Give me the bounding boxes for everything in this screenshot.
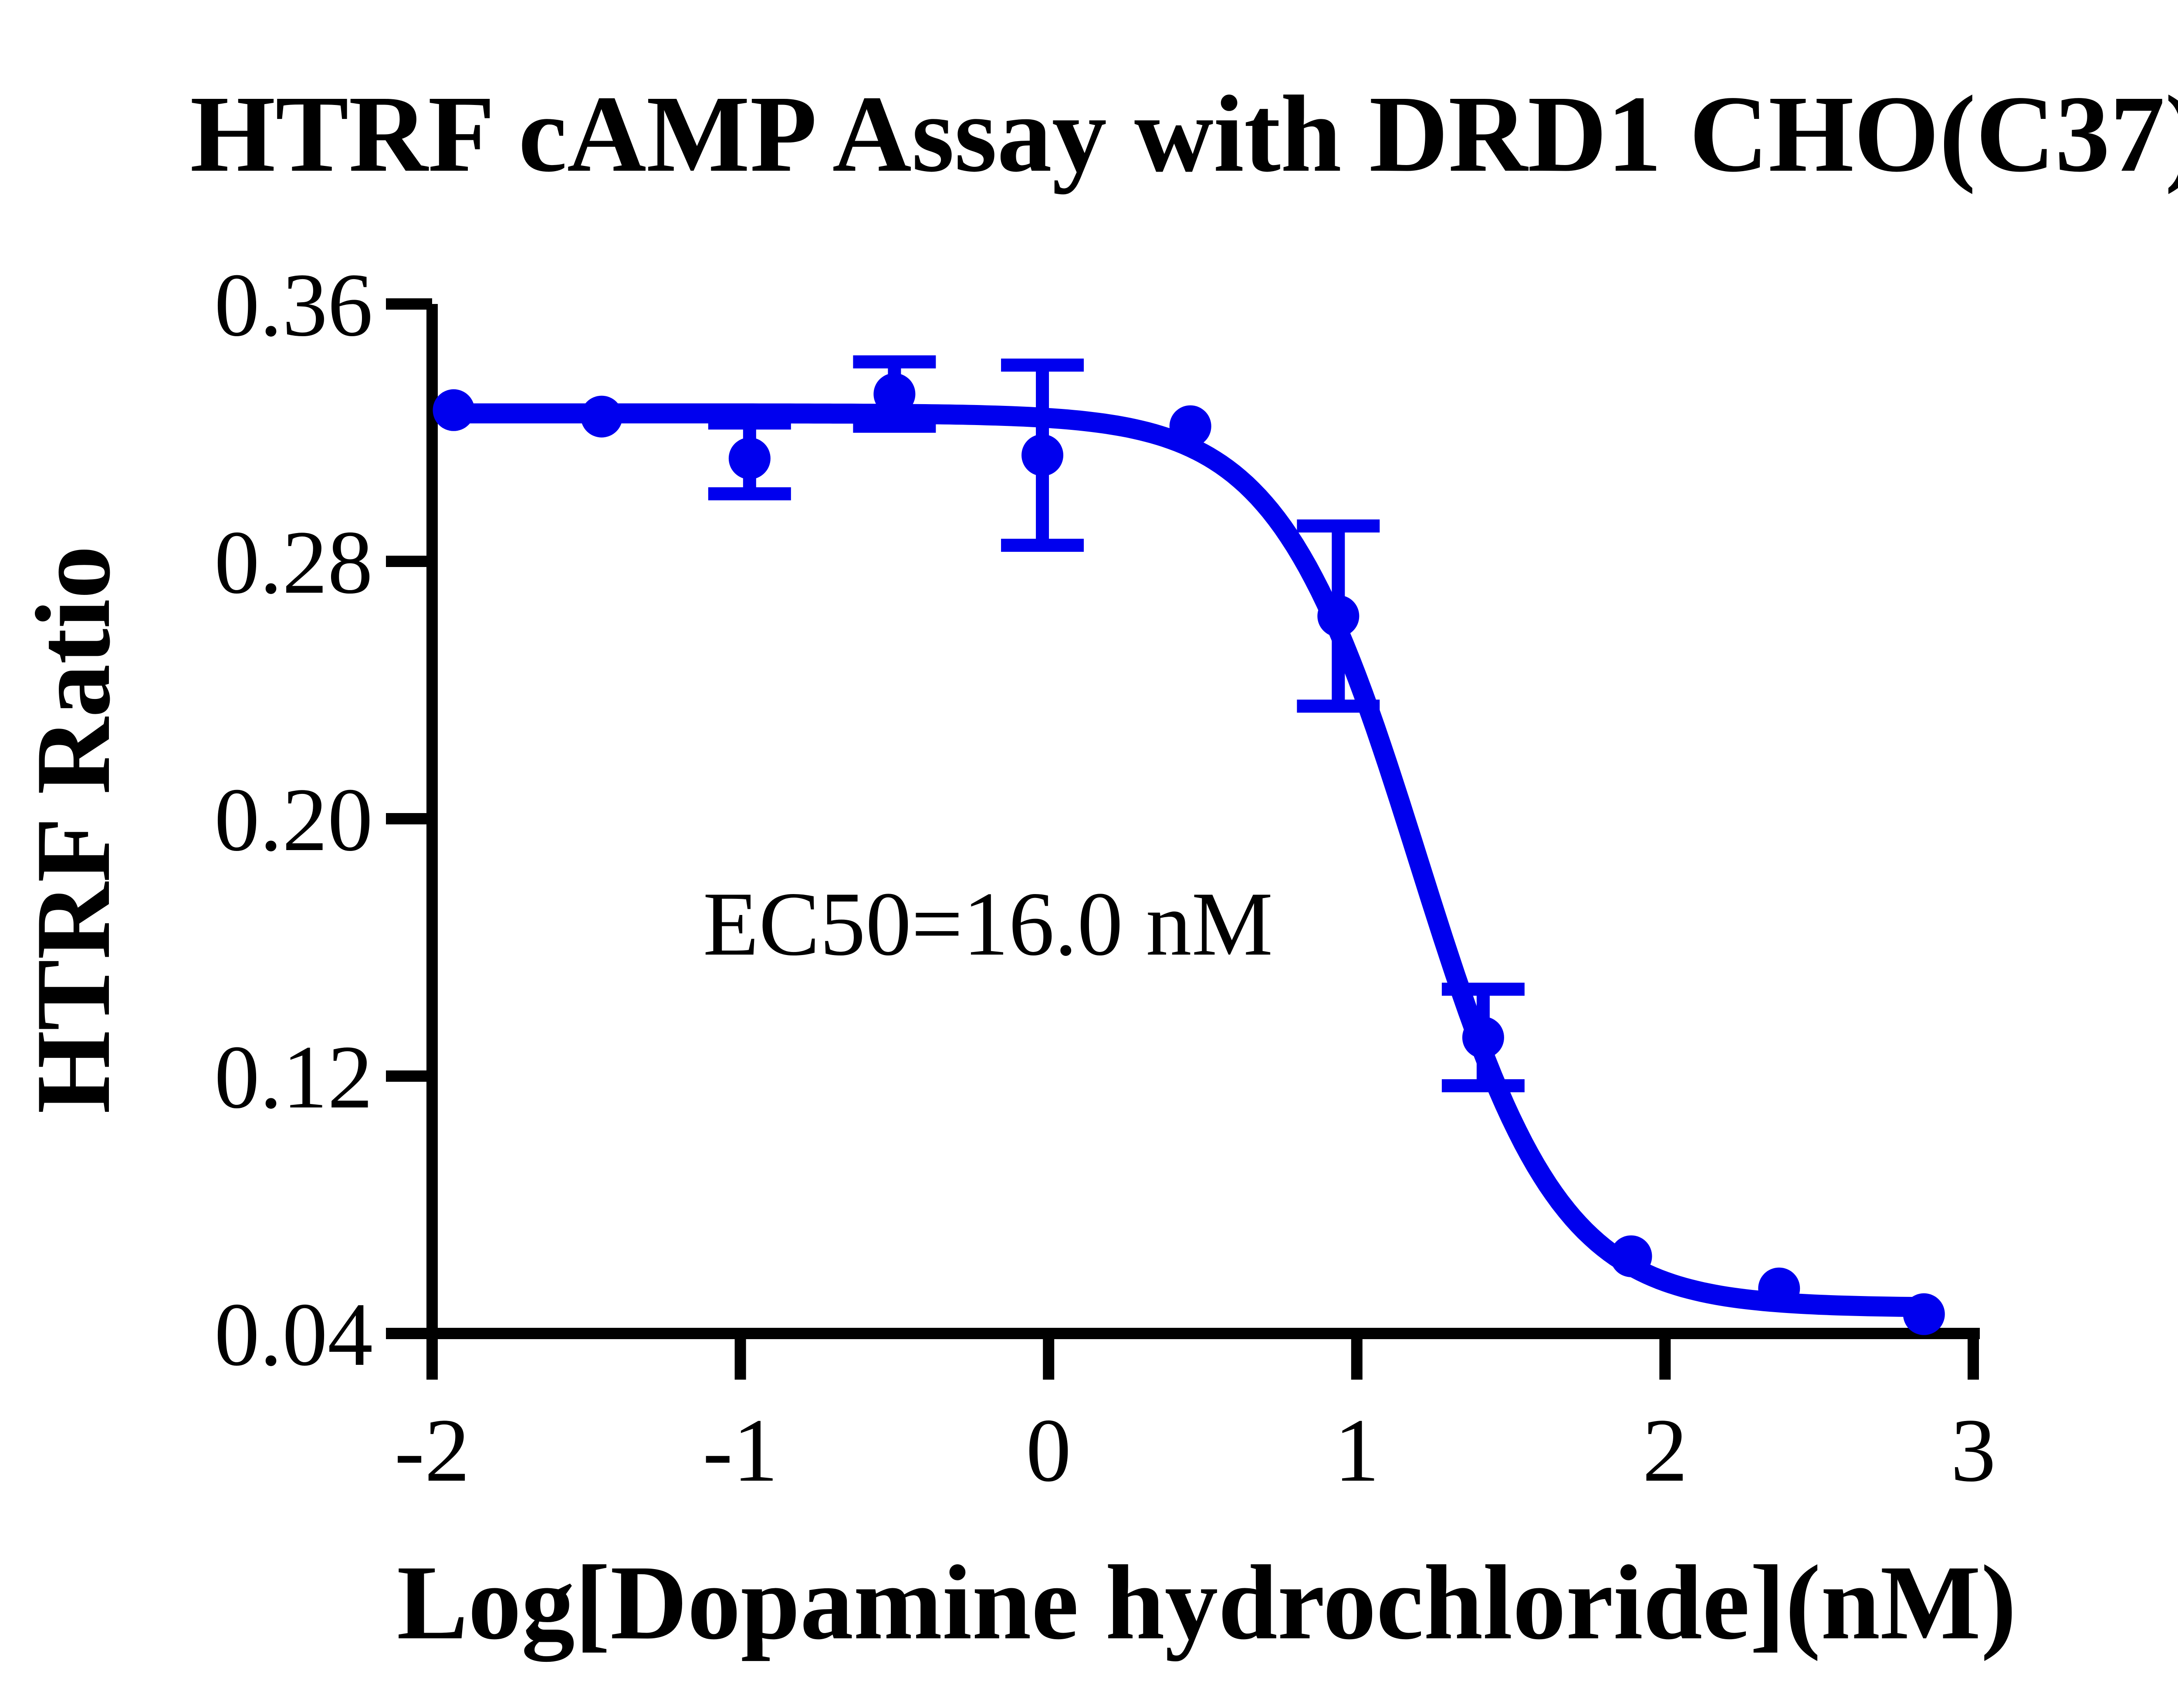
- x-tick-label: 2: [1642, 1400, 1688, 1500]
- fit-curve: [428, 403, 1934, 1317]
- data-point: [1169, 405, 1211, 447]
- x-tick-label: -2: [394, 1400, 470, 1500]
- data-point: [581, 395, 623, 438]
- data-point: [1462, 1016, 1504, 1059]
- x-axis-title: Log[Dopamine hydrochloride](nM): [397, 1543, 2016, 1662]
- y-tick-label: 0.04: [214, 1284, 373, 1384]
- data-point: [1610, 1235, 1652, 1277]
- data-point: [1317, 595, 1360, 637]
- data-point: [1903, 1293, 1945, 1335]
- y-tick-label: 0.28: [214, 512, 373, 612]
- data-point: [1021, 434, 1064, 476]
- plot-area: 0.36 0.28 0.20 0.12 0.04-2 -1 0 1 2 3: [214, 255, 1996, 1500]
- x-tick-label: 1: [1334, 1400, 1380, 1500]
- chart-title: HTRF cAMP Assay with DRD1 CHO(C37): [190, 73, 2178, 195]
- data-point: [1758, 1267, 1800, 1310]
- ec50-annotation: EC50=16.0 nM: [703, 874, 1273, 975]
- x-tick-label: -1: [703, 1400, 778, 1500]
- y-tick-label: 0.36: [214, 255, 373, 355]
- x-tick-label: 3: [1951, 1400, 1996, 1500]
- x-tick-label: 0: [1026, 1400, 1071, 1500]
- data-point: [728, 437, 771, 479]
- data-point: [873, 373, 916, 415]
- data-point: [433, 389, 475, 431]
- y-tick-label: 0.20: [214, 770, 373, 870]
- y-axis-title: HTRF Ratio: [14, 546, 132, 1114]
- y-tick-label: 0.12: [214, 1027, 373, 1127]
